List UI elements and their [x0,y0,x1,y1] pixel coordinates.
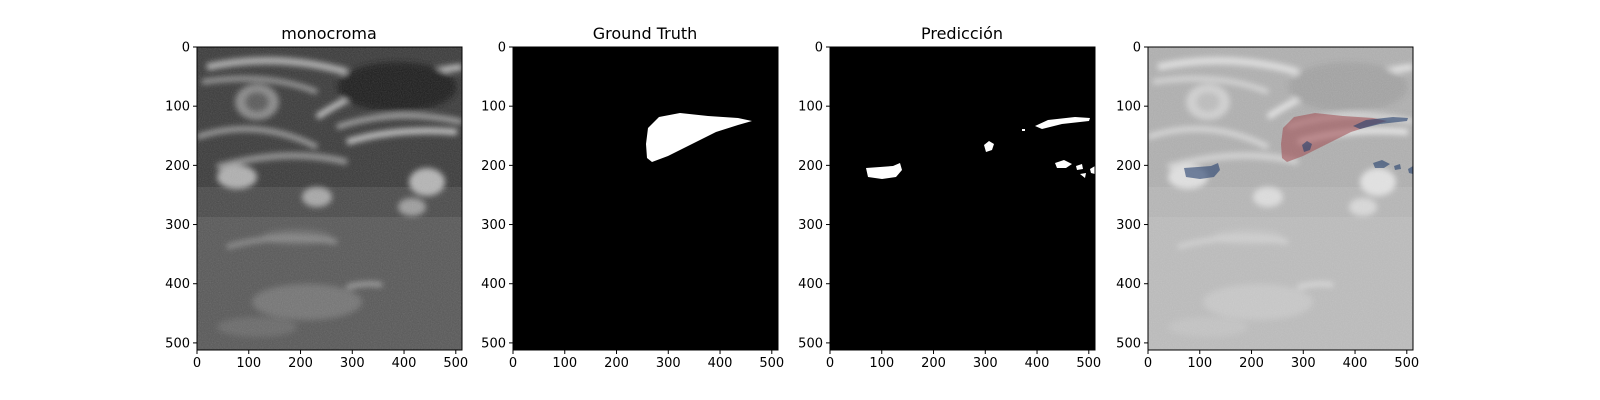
x-tick-label: 0 [826,356,834,371]
x-tick-label: 100 [552,356,577,371]
axes-frame [512,46,779,351]
panel-prediction: Predicción 0 100 200 300 400 500 0 100 200 300 40… [798,24,1101,371]
x-tick-label: 200 [921,356,946,371]
y-axis: 0 100 200 300 400 500 [165,41,197,351]
prediction-mask-regions [866,117,1095,179]
panel-title: monocroma [281,24,377,43]
y-tick-label: 200 [1116,159,1141,174]
y-tick-label: 400 [798,277,823,292]
panel-monochrome: monocroma 0 100 200 300 400 500 0 100 200 300 400… [165,24,468,371]
y-tick-label: 300 [798,218,823,233]
y-tick-label: 500 [798,336,823,351]
prediction-blob [1022,129,1025,131]
y-axis: 0 100 200 300 400 500 [798,41,830,351]
x-axis: 0 100 200 300 400 500 [826,350,1101,371]
panel-ground-truth: Ground Truth 0 100 200 300 400 500 0 100 200 300… [481,24,784,371]
x-tick-label: 500 [759,356,784,371]
y-tick-label: 500 [165,336,190,351]
x-tick-label: 400 [392,356,417,371]
y-tick-label: 200 [798,159,823,174]
y-tick-label: 200 [165,159,190,174]
x-tick-label: 200 [604,356,629,371]
ultrasound-image [197,47,462,350]
x-tick-label: 100 [1187,356,1212,371]
overlay-image [1148,47,1413,350]
prediction-blob [984,141,994,152]
y-tick-label: 100 [481,100,506,115]
x-tick-label: 200 [288,356,313,371]
prediction-blob [1090,166,1095,174]
y-tick-label: 400 [481,277,506,292]
x-tick-label: 300 [340,356,365,371]
y-tick-label: 300 [1116,218,1141,233]
x-tick-label: 400 [1343,356,1368,371]
x-tick-label: 200 [1239,356,1264,371]
panel-title: Ground Truth [593,24,698,43]
y-tick-label: 400 [1116,277,1141,292]
y-tick-label: 300 [165,218,190,233]
x-axis: 0 100 200 300 400 500 [1144,350,1419,371]
x-tick-label: 300 [656,356,681,371]
y-tick-label: 400 [165,277,190,292]
y-tick-label: 100 [165,100,190,115]
x-tick-label: 500 [443,356,468,371]
x-tick-label: 500 [1394,356,1419,371]
prediction-blob [1080,173,1086,178]
panel-title: Predicción [921,24,1003,43]
overlay-prediction-regions [1184,117,1413,179]
y-tick-label: 100 [1116,100,1141,115]
panel-overlay: 0 100 200 300 400 500 0 100 200 300 400 500 [1116,41,1419,372]
y-tick-label: 200 [481,159,506,174]
y-axis: 0 100 200 300 400 500 [481,41,513,351]
axes-frame [196,46,463,351]
axes-frame [1147,46,1414,351]
prediction-blob [1055,160,1072,168]
ground-truth-mask-region [646,113,752,162]
y-tick-label: 0 [815,41,823,56]
y-tick-label: 500 [1116,336,1141,351]
x-tick-label: 0 [509,356,517,371]
y-tick-label: 0 [498,41,506,56]
x-axis: 0 100 200 300 400 500 [193,350,468,371]
x-tick-label: 100 [236,356,261,371]
prediction-blob [1035,117,1090,129]
axes-frame [829,46,1096,351]
prediction-blob [1076,164,1083,170]
y-tick-label: 500 [481,336,506,351]
x-tick-label: 0 [1144,356,1152,371]
prediction-blob [866,163,902,179]
x-tick-label: 400 [1025,356,1050,371]
y-tick-label: 100 [798,100,823,115]
x-tick-label: 500 [1076,356,1101,371]
x-tick-label: 400 [708,356,733,371]
x-axis: 0 100 200 300 400 500 [509,350,784,371]
y-axis: 0 100 200 300 400 500 [1116,41,1148,351]
y-tick-label: 0 [182,41,190,56]
y-tick-label: 0 [1133,41,1141,56]
x-tick-label: 300 [1291,356,1316,371]
x-tick-label: 100 [869,356,894,371]
mask-background [513,47,778,350]
x-tick-label: 0 [193,356,201,371]
mask-background [830,47,1095,350]
x-tick-label: 300 [973,356,998,371]
y-tick-label: 300 [481,218,506,233]
